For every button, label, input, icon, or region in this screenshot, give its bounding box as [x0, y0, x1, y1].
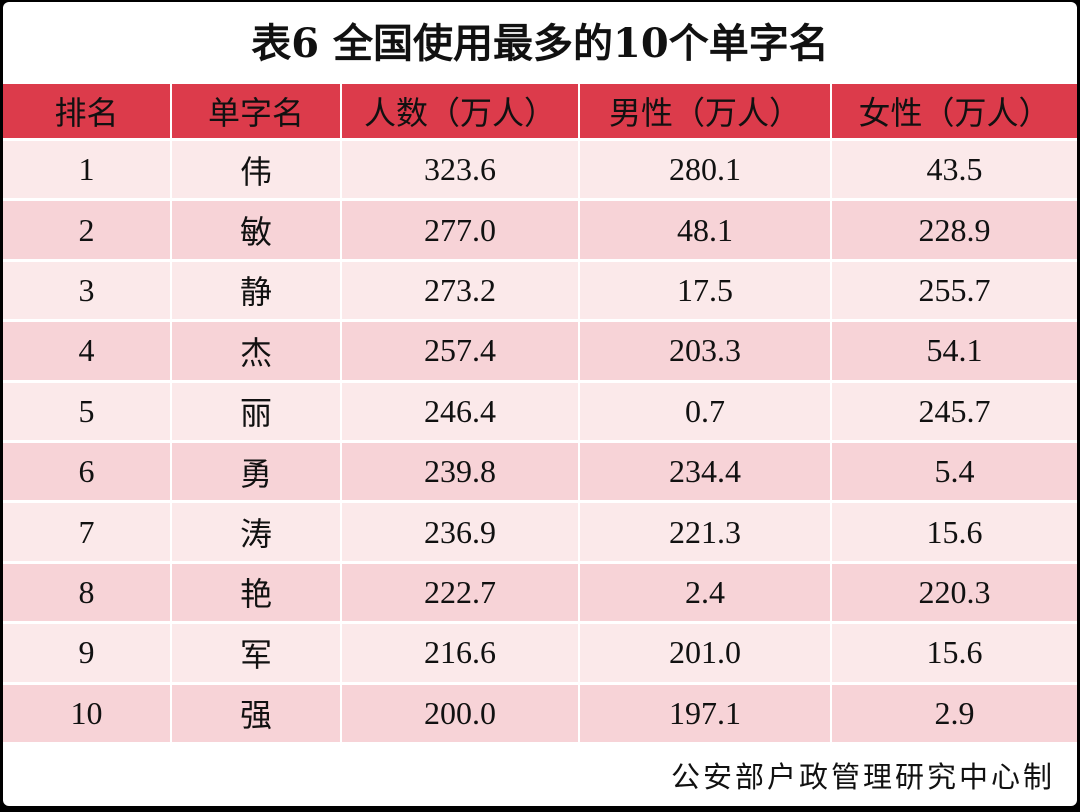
cell-rank: 2	[3, 198, 171, 261]
table-row: 10 强 200.0 197.1 2.9	[3, 681, 1077, 742]
header-total: 人数（万人）	[340, 84, 579, 141]
table-row: 2 敏 277.0 48.1 228.9	[3, 198, 1077, 261]
cell-female: 5.4	[830, 439, 1077, 502]
cell-total: 277.0	[340, 198, 579, 261]
cell-name: 艳	[170, 560, 341, 623]
cell-male: 201.0	[578, 621, 831, 684]
cell-female: 228.9	[830, 198, 1077, 261]
cell-rank: 4	[3, 319, 171, 382]
cell-total: 236.9	[340, 500, 579, 563]
cell-total: 323.6	[340, 137, 579, 200]
cell-total: 200.0	[340, 681, 579, 742]
cell-female: 245.7	[830, 379, 1077, 442]
cell-name: 丽	[170, 379, 341, 442]
table-row: 1 伟 323.6 280.1 43.5	[3, 137, 1077, 200]
table-row: 7 涛 236.9 221.3 15.6	[3, 500, 1077, 563]
cell-rank: 1	[3, 137, 171, 200]
cell-rank: 5	[3, 379, 171, 442]
cell-female: 2.9	[830, 681, 1077, 742]
cell-male: 203.3	[578, 319, 831, 382]
cell-female: 43.5	[830, 137, 1077, 200]
cell-total: 273.2	[340, 258, 579, 321]
cell-female: 54.1	[830, 319, 1077, 382]
cell-name: 勇	[170, 439, 341, 502]
table-row: 4 杰 257.4 203.3 54.1	[3, 319, 1077, 382]
cell-total: 239.8	[340, 439, 579, 502]
header-rank: 排名	[3, 84, 171, 141]
cell-total: 222.7	[340, 560, 579, 623]
cell-name: 涛	[170, 500, 341, 563]
cell-total: 216.6	[340, 621, 579, 684]
source-note: 公安部户政管理研究中心制	[670, 760, 1055, 794]
table-row: 8 艳 222.7 2.4 220.3	[3, 560, 1077, 623]
cell-female: 15.6	[830, 621, 1077, 684]
table-row: 9 军 216.6 201.0 15.6	[3, 621, 1077, 684]
cell-name: 静	[170, 258, 341, 321]
table-card: 表6 全国使用最多的10个单字名 排名 单字名 人数（万人） 男性（万人） 女性…	[3, 2, 1077, 806]
cell-male: 48.1	[578, 198, 831, 261]
cell-name: 伟	[170, 137, 341, 200]
names-table: 排名 单字名 人数（万人） 男性（万人） 女性（万人） 1 伟 323.6 28…	[3, 84, 1077, 742]
cell-name: 敏	[170, 198, 341, 261]
cell-female: 15.6	[830, 500, 1077, 563]
cell-name: 强	[170, 681, 341, 742]
header-female: 女性（万人）	[830, 84, 1077, 141]
cell-female: 255.7	[830, 258, 1077, 321]
cell-rank: 9	[3, 621, 171, 684]
table-row: 5 丽 246.4 0.7 245.7	[3, 379, 1077, 442]
cell-male: 197.1	[578, 681, 831, 742]
cell-rank: 8	[3, 560, 171, 623]
cell-male: 280.1	[578, 137, 831, 200]
cell-male: 0.7	[578, 379, 831, 442]
table-title: 表6 全国使用最多的10个单字名	[251, 20, 829, 67]
cell-name: 杰	[170, 319, 341, 382]
header-name: 单字名	[170, 84, 341, 141]
cell-male: 221.3	[578, 500, 831, 563]
cell-female: 220.3	[830, 560, 1077, 623]
cell-male: 17.5	[578, 258, 831, 321]
table-row: 6 勇 239.8 234.4 5.4	[3, 439, 1077, 502]
cell-name: 军	[170, 621, 341, 684]
cell-total: 257.4	[340, 319, 579, 382]
header-male: 男性（万人）	[578, 84, 831, 141]
cell-rank: 7	[3, 500, 171, 563]
cell-rank: 10	[3, 681, 171, 742]
table-row: 3 静 273.2 17.5 255.7	[3, 258, 1077, 321]
cell-male: 234.4	[578, 439, 831, 502]
cell-rank: 3	[3, 258, 171, 321]
cell-male: 2.4	[578, 560, 831, 623]
cell-total: 246.4	[340, 379, 579, 442]
cell-rank: 6	[3, 439, 171, 502]
table-header-row: 排名 单字名 人数（万人） 男性（万人） 女性（万人）	[3, 84, 1077, 141]
